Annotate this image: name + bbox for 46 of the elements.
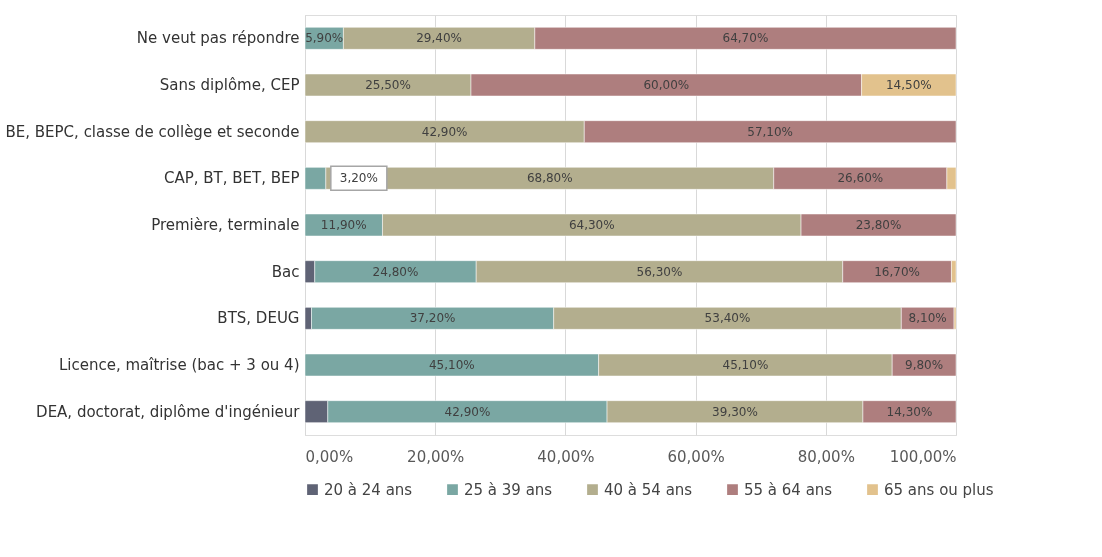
x-tick-label: 20,00% (407, 447, 465, 466)
y-tick-label: BTS, DEUG (217, 309, 300, 328)
data-label: 57,10% (747, 124, 794, 139)
data-label: 29,40% (416, 31, 462, 46)
x-tick-label: 80,00% (797, 447, 855, 466)
data-label: 68,80% (526, 171, 573, 186)
x-tick-label: 100,00% (889, 447, 957, 466)
legend-label: 55 à 64 ans (744, 480, 833, 499)
data-label: 37,20% (409, 311, 456, 326)
data-label: 11,90% (320, 218, 367, 232)
data-label: 23,80% (855, 218, 902, 232)
y-tick-label: Sans diplôme, CEP (159, 76, 300, 94)
legend-label: 20 à 24 ans (324, 480, 413, 499)
data-label: 42,90% (421, 124, 468, 139)
data-label: 16,70% (874, 264, 920, 279)
data-label: 9,80% (905, 358, 944, 372)
data-label: 8,10% (908, 311, 947, 326)
data-label: 53,40% (704, 311, 751, 326)
data-label: 14,30% (886, 404, 933, 419)
y-tick-label: CAP, BT, BET, BEP (163, 169, 300, 188)
data-label: 24,80% (372, 264, 419, 279)
y-tick-label: BE, BEPC, classe de collège et seconde (5, 122, 300, 141)
data-label: 25,50% (365, 78, 411, 92)
y-tick-label: Première, terminale (151, 216, 300, 234)
legend-label: 25 à 39 ans (464, 480, 553, 499)
y-tick-label: Ne veut pas répondre (136, 29, 300, 48)
legend-label: 40 à 54 ans (604, 480, 693, 499)
y-tick-label: DEA, doctorat, diplôme d'ingénieur (36, 402, 301, 421)
data-label: 45,10% (722, 358, 769, 372)
x-tick-label: 0,00% (305, 447, 354, 466)
data-label: 14,50% (885, 78, 932, 92)
data-label: 60,00% (643, 78, 690, 92)
data-label: 64,70% (722, 31, 769, 46)
legend-label: 65 ans ou plus (884, 480, 994, 499)
x-tick-label: 60,00% (667, 447, 725, 466)
data-label: 56,30% (636, 264, 683, 279)
x-tick-label: 40,00% (537, 447, 595, 466)
data-label: 5,90% (305, 31, 344, 46)
data-label: 39,30% (712, 404, 758, 419)
data-label: 45,10% (428, 358, 475, 372)
data-label: 42,90% (444, 404, 491, 419)
data-label: 3,20% (339, 171, 378, 186)
y-tick-label: Bac (271, 262, 300, 281)
y-tick-label: Licence, maîtrise (bac + 3 ou 4) (58, 356, 300, 374)
data-label: 26,60% (837, 171, 884, 186)
data-label: 64,30% (568, 218, 615, 232)
